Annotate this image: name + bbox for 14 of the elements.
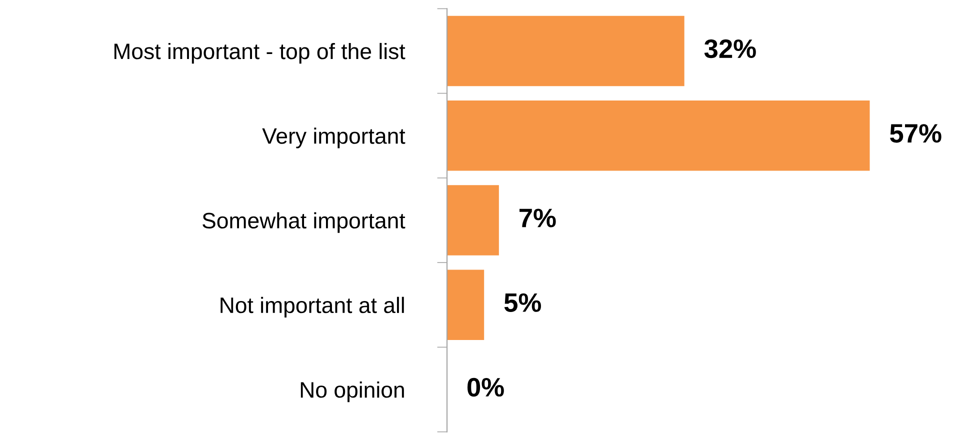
bar <box>447 16 684 86</box>
data-label: 7% <box>520 208 556 228</box>
data-label: 57% <box>890 124 942 143</box>
y-tick-label: No opinion <box>300 381 404 402</box>
bar <box>447 185 499 256</box>
y-tick-label: Very important <box>262 128 406 148</box>
y-tick-label: Most important - top of the list <box>114 42 406 64</box>
data-label: 0% <box>467 378 504 397</box>
bar <box>447 270 484 340</box>
bar <box>447 100 870 171</box>
data-label: 5% <box>504 293 541 312</box>
y-tick-label: Somewhat important <box>202 212 406 233</box>
y-tick-label: Not important at all <box>220 296 404 318</box>
data-label: 32% <box>704 39 756 58</box>
